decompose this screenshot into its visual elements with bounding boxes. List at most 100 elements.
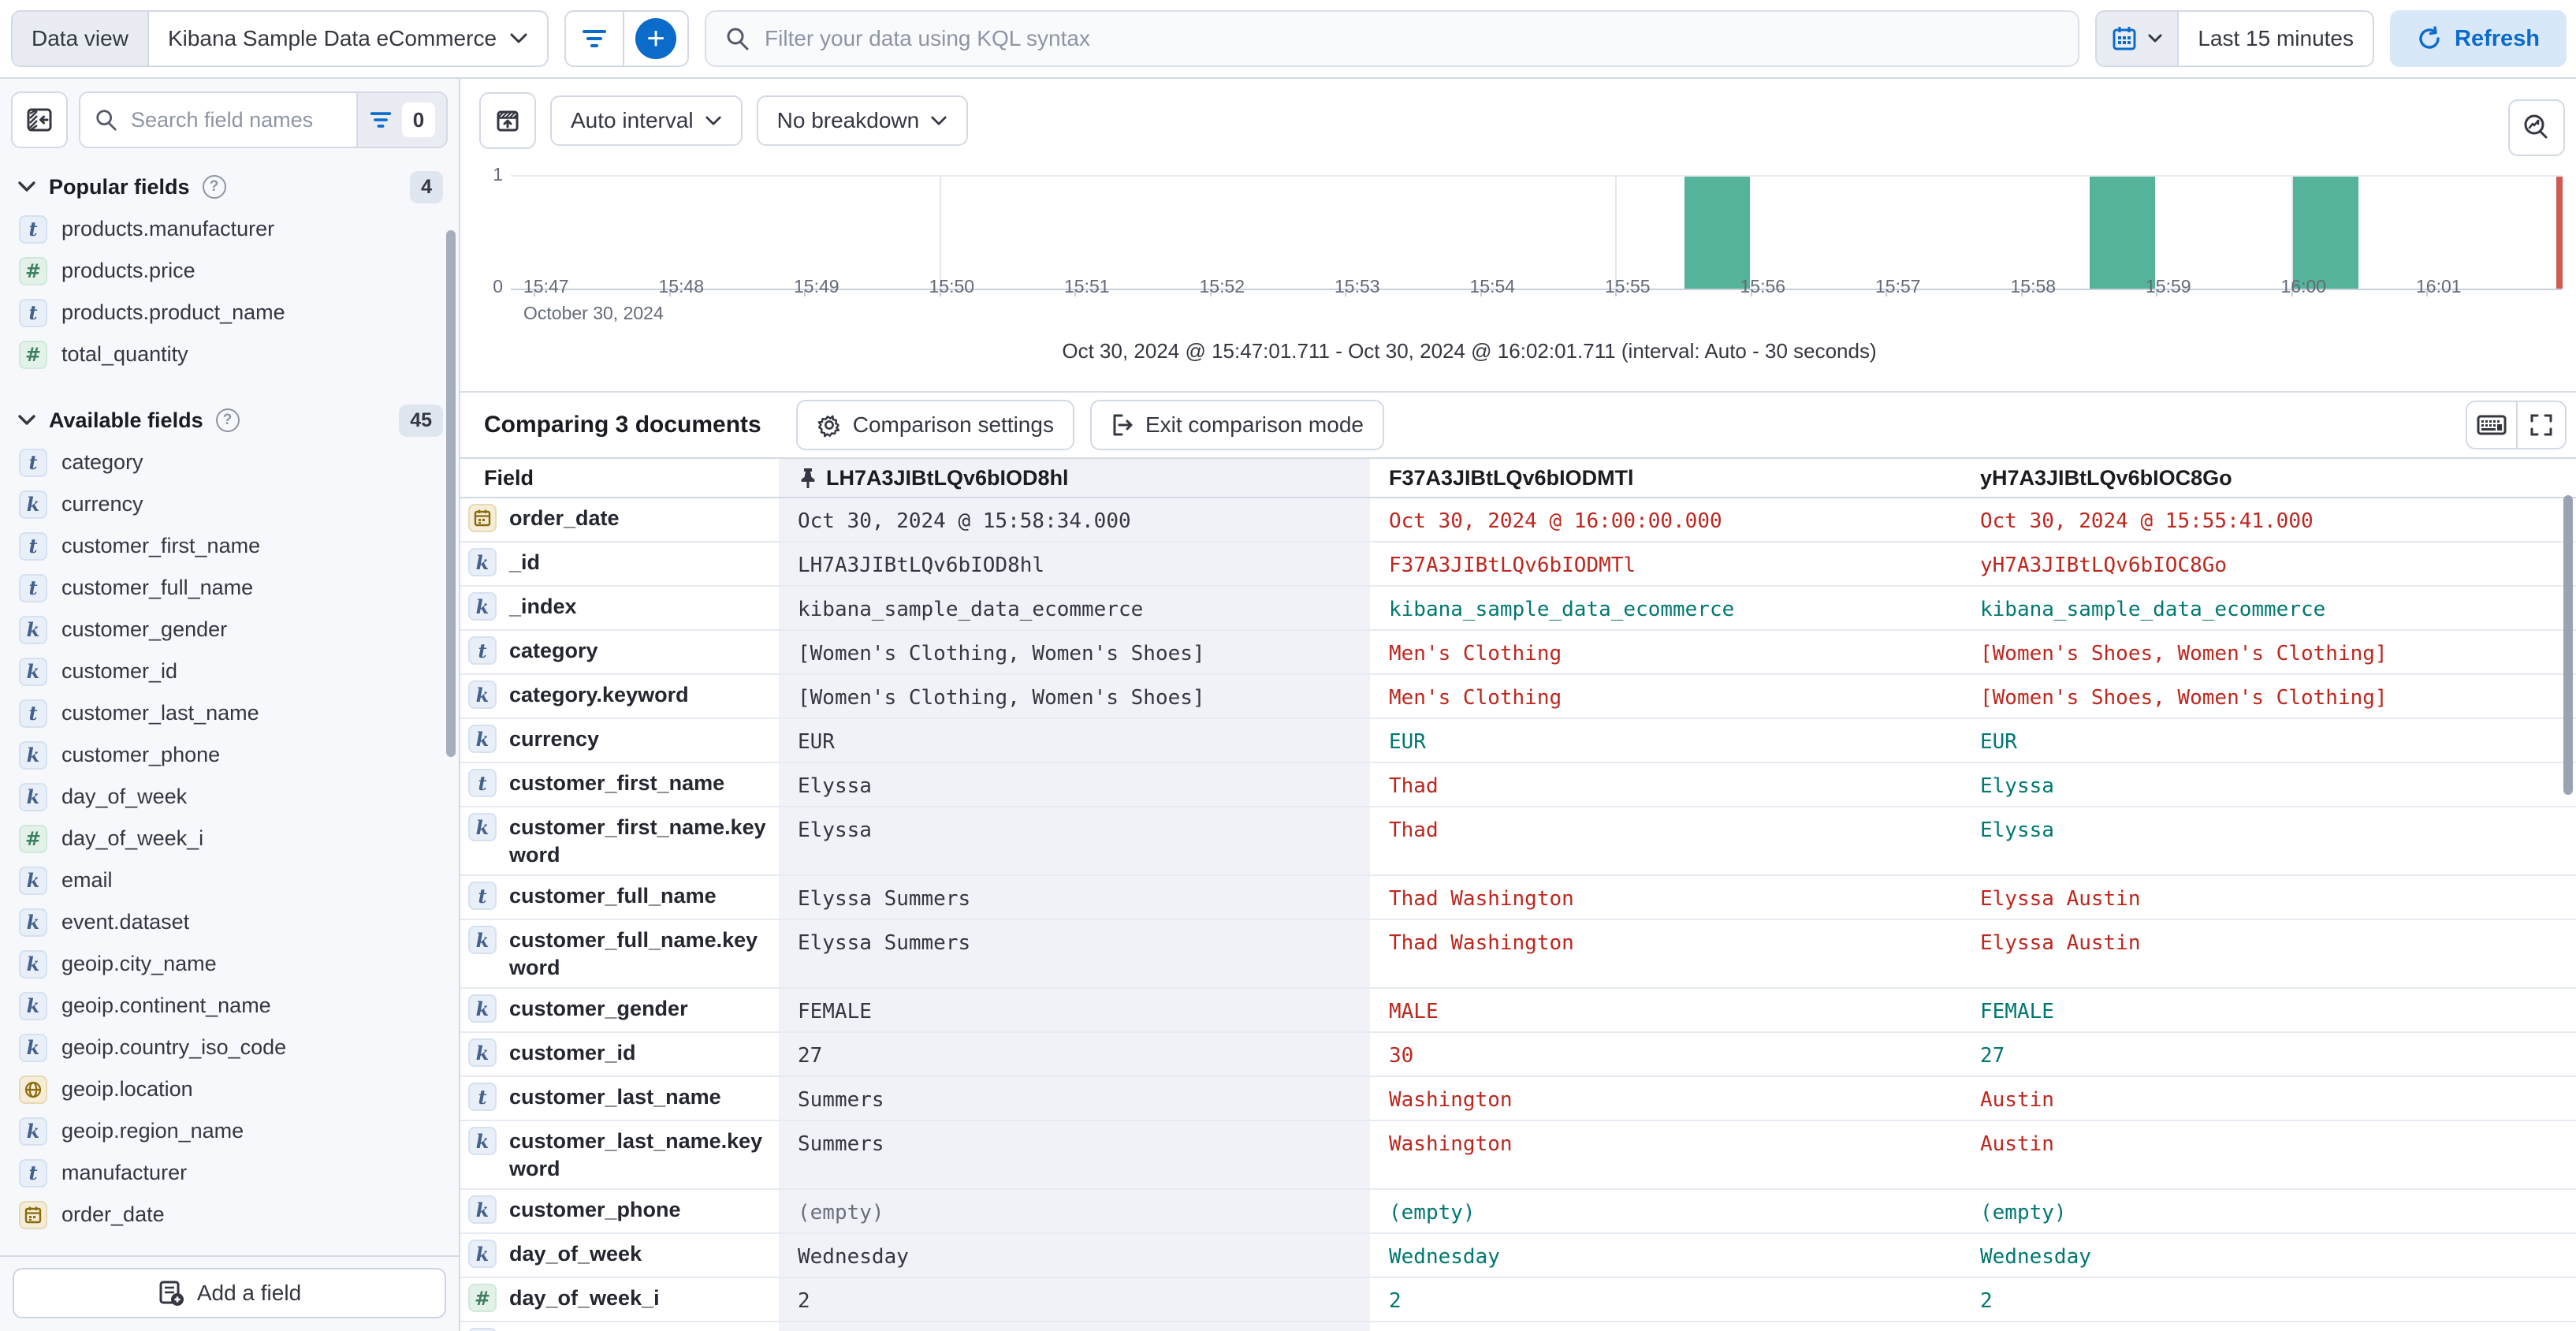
- value-cell[interactable]: Elyssa: [1980, 818, 2054, 842]
- add-control-button[interactable]: +: [624, 12, 687, 65]
- sidebar-field-customer_phone[interactable]: k customer_phone: [0, 734, 459, 776]
- field-cell[interactable]: k customer_full_name.keyword: [460, 920, 779, 987]
- value-cell[interactable]: 2: [779, 1278, 1370, 1321]
- value-cell[interactable]: (empty): [779, 1190, 1370, 1232]
- value-cell[interactable]: elyssa@austin-family.zzz: [1961, 1322, 2552, 1331]
- field-search-input[interactable]: [118, 107, 356, 132]
- value-cell[interactable]: Summers: [779, 1121, 1370, 1188]
- sidebar-field-products.manufacturer[interactable]: t products.manufacturer: [0, 208, 459, 250]
- value-cell[interactable]: [Women's Shoes, Women's Clothing]: [1980, 642, 2388, 666]
- sidebar-field-customer_first_name[interactable]: t customer_first_name: [0, 525, 459, 567]
- value-cell[interactable]: FEMALE: [1980, 1000, 2054, 1023]
- data-view-picker[interactable]: Data view Kibana Sample Data eCommerce: [11, 10, 549, 67]
- doc-column-header[interactable]: yH7A3JIBtLQv6bIOC8Go: [1980, 465, 2232, 490]
- value-cell[interactable]: EUR: [1389, 730, 1426, 754]
- histogram-bar[interactable]: [2292, 177, 2358, 289]
- value-cell[interactable]: Elyssa Summers: [779, 920, 1370, 987]
- value-cell[interactable]: Elyssa: [779, 763, 1370, 806]
- edit-visualization-button[interactable]: [2508, 99, 2565, 156]
- sidebar-field-geoip.location[interactable]: geoip.location: [0, 1068, 459, 1110]
- value-cell[interactable]: Thad Washington: [1389, 887, 1574, 911]
- value-cell[interactable]: kibana_sample_data_ecommerce: [779, 587, 1370, 629]
- field-cell[interactable]: t category: [460, 631, 779, 673]
- value-cell[interactable]: Elyssa: [1980, 774, 2054, 798]
- field-cell[interactable]: k day_of_week: [460, 1234, 779, 1277]
- value-cell[interactable]: 2: [1980, 1289, 1993, 1313]
- value-cell[interactable]: [Women's Clothing, Women's Shoes]: [779, 631, 1370, 673]
- value-cell[interactable]: [Women's Shoes, Women's Clothing]: [1980, 686, 2388, 710]
- value-cell[interactable]: MALE: [1389, 1000, 1439, 1023]
- value-cell[interactable]: Thad: [1389, 774, 1439, 798]
- collapse-sidebar-button[interactable]: [11, 91, 68, 148]
- histogram-bar[interactable]: [2090, 177, 2156, 289]
- interval-select[interactable]: Auto interval: [550, 95, 743, 146]
- field-cell[interactable]: k customer_gender: [460, 989, 779, 1031]
- sidebar-field-day_of_week_i[interactable]: # day_of_week_i: [0, 818, 459, 859]
- value-cell[interactable]: 2: [1389, 1289, 1402, 1313]
- value-cell[interactable]: Oct 30, 2024 @ 15:55:41.000: [1980, 509, 2314, 533]
- sidebar-field-currency[interactable]: k currency: [0, 483, 459, 525]
- histogram-bar[interactable]: [1684, 177, 1750, 289]
- value-cell[interactable]: 27: [779, 1033, 1370, 1076]
- sidebar-field-customer_gender[interactable]: k customer_gender: [0, 609, 459, 651]
- value-cell[interactable]: (empty): [1389, 1201, 1476, 1225]
- sidebar-field-geoip.country_iso_code[interactable]: k geoip.country_iso_code: [0, 1027, 459, 1068]
- field-cell[interactable]: k customer_phone: [460, 1190, 779, 1232]
- sidebar-field-geoip.city_name[interactable]: k geoip.city_name: [0, 943, 459, 985]
- field-cell[interactable]: # day_of_week_i: [460, 1278, 779, 1321]
- value-cell[interactable]: thad@washington-family.zzz: [1370, 1322, 1961, 1331]
- value-cell[interactable]: Thad: [1389, 818, 1439, 842]
- value-cell[interactable]: Elyssa Austin: [1980, 931, 2141, 955]
- value-cell[interactable]: Oct 30, 2024 @ 16:00:00.000: [1389, 509, 1722, 533]
- value-cell[interactable]: kibana_sample_data_ecommerce: [1980, 598, 2326, 621]
- fullscreen-button[interactable]: [2516, 402, 2565, 448]
- field-cell[interactable]: t customer_first_name: [460, 763, 779, 806]
- field-cell[interactable]: k _id: [460, 542, 779, 585]
- field-column-header[interactable]: Field: [484, 465, 534, 490]
- field-cell[interactable]: k customer_first_name.keyword: [460, 807, 779, 874]
- value-cell[interactable]: Wednesday: [1389, 1245, 1500, 1269]
- sidebar-scrollbar[interactable]: [446, 230, 456, 757]
- value-cell[interactable]: Elyssa Austin: [1980, 887, 2141, 911]
- hide-chart-button[interactable]: [479, 92, 536, 149]
- keyboard-shortcuts-button[interactable]: [2467, 402, 2516, 448]
- field-search-box[interactable]: 0: [79, 91, 448, 148]
- value-cell[interactable]: 30: [1389, 1044, 1414, 1068]
- value-cell[interactable]: Thad Washington: [1389, 931, 1574, 955]
- value-cell[interactable]: LH7A3JIBtLQv6bIOD8hl: [779, 542, 1370, 585]
- sidebar-field-category[interactable]: t category: [0, 442, 459, 483]
- sidebar-field-event.dataset[interactable]: k event.dataset: [0, 901, 459, 943]
- field-cell[interactable]: k _index: [460, 587, 779, 629]
- data-view-value-button[interactable]: Kibana Sample Data eCommerce: [149, 12, 547, 65]
- value-cell[interactable]: Wednesday: [1980, 1245, 2091, 1269]
- sidebar-field-customer_last_name[interactable]: t customer_last_name: [0, 692, 459, 734]
- sidebar-field-geoip.continent_name[interactable]: k geoip.continent_name: [0, 985, 459, 1027]
- field-cell[interactable]: t customer_full_name: [460, 876, 779, 919]
- field-cell[interactable]: k customer_id: [460, 1033, 779, 1076]
- value-cell[interactable]: [Women's Clothing, Women's Shoes]: [779, 675, 1370, 718]
- sidebar-field-total_quantity[interactable]: # total_quantity: [0, 334, 459, 375]
- doc-column-header[interactable]: LH7A3JIBtLQv6bIOD8hl: [779, 459, 1370, 497]
- value-cell[interactable]: Men's Clothing: [1389, 686, 1562, 710]
- date-picker-menu-button[interactable]: [2097, 12, 2180, 65]
- sidebar-field-products.price[interactable]: # products.price: [0, 250, 459, 292]
- field-cell[interactable]: k customer_last_name.keyword: [460, 1121, 779, 1188]
- comparison-settings-button[interactable]: Comparison settings: [795, 400, 1074, 450]
- value-cell[interactable]: Elyssa Summers: [779, 876, 1370, 919]
- refresh-button[interactable]: Refresh: [2390, 10, 2567, 67]
- value-cell[interactable]: Washington: [1389, 1088, 1513, 1112]
- add-field-button[interactable]: Add a field: [13, 1268, 446, 1318]
- kql-input[interactable]: [765, 26, 2060, 51]
- grid-scrollbar[interactable]: [2563, 495, 2573, 795]
- value-cell[interactable]: 27: [1980, 1044, 2005, 1068]
- value-cell[interactable]: kibana_sample_data_ecommerce: [1389, 598, 1735, 621]
- value-cell[interactable]: Men's Clothing: [1389, 642, 1562, 666]
- field-cell[interactable]: k currency: [460, 719, 779, 762]
- sidebar-field-customer_full_name[interactable]: t customer_full_name: [0, 567, 459, 609]
- value-cell[interactable]: EUR: [779, 719, 1370, 762]
- value-cell[interactable]: Wednesday: [779, 1234, 1370, 1277]
- field-cell[interactable]: order_date: [460, 498, 779, 541]
- time-range-value[interactable]: Last 15 minutes: [2198, 26, 2354, 50]
- exit-comparison-button[interactable]: Exit comparison mode: [1089, 400, 1384, 450]
- available-fields-header[interactable]: Available fields ? 45: [0, 399, 459, 442]
